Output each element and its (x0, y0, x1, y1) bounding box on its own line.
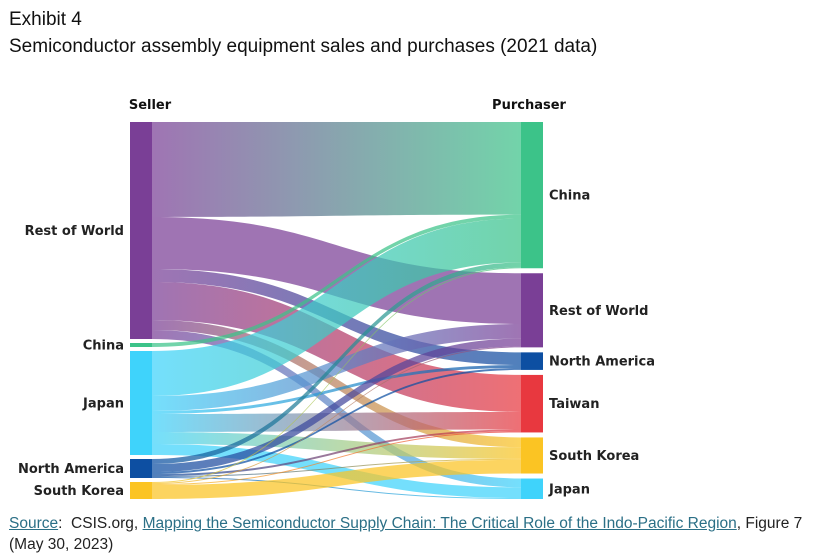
seller-label-south-korea: South Korea (34, 484, 124, 499)
flow-japan-to-china (152, 218, 521, 396)
flow-links (152, 122, 521, 499)
seller-node-china (130, 343, 152, 347)
source-org: CSIS.org, (71, 515, 139, 532)
purchaser-label-japan: Japan (548, 482, 590, 497)
purchaser-node-japan (521, 478, 543, 499)
chart-title: Semiconductor assembly equipment sales a… (9, 36, 598, 57)
purchaser-label-north-america: North America (549, 355, 655, 370)
flow-japan-to-taiwan (152, 411, 521, 432)
flow-china-to-china (152, 214, 521, 347)
flow-rest-of-world-to-china (152, 122, 521, 217)
flow-north-america-to-north-america (152, 367, 521, 474)
flow-north-america-to-taiwan (152, 429, 521, 476)
exhibit-label: Exhibit 4 (9, 9, 82, 30)
flow-rest-of-world-to-south-korea (152, 320, 521, 448)
flow-north-america-to-south-korea (152, 458, 521, 477)
flow-japan-to-rest-of-world (152, 323, 521, 411)
sankey-chart: Rest of World China Japan North America Sout… (18, 98, 655, 499)
source-link[interactable]: Source (9, 515, 59, 532)
report-link[interactable]: Mapping the Semiconductor Supply Chain: … (142, 515, 737, 532)
flow-north-america-to-japan (152, 477, 521, 499)
purchaser-label-rest-of-world: Rest of World (549, 304, 648, 319)
seller-node-japan (130, 351, 152, 455)
purchaser-label-south-korea: South Korea (549, 449, 639, 464)
flow-south-korea-to-rest-of-world (152, 346, 521, 484)
flow-japan-to-north-america (152, 365, 521, 414)
nodes (130, 122, 543, 499)
seller-node-north-america (130, 459, 152, 478)
purchaser-column-header: Purchaser (492, 98, 566, 113)
seller-label-north-america: North America (18, 462, 124, 477)
flow-south-korea-to-taiwan (152, 431, 521, 485)
flow-south-korea-to-china (152, 267, 521, 483)
seller-label-rest-of-world: Rest of World (25, 224, 124, 239)
flow-south-korea-to-south-korea (152, 459, 521, 499)
purchaser-node-south-korea (521, 437, 543, 474)
seller-node-south-korea (130, 482, 152, 499)
purchaser-node-rest-of-world (521, 273, 543, 348)
purchaser-label-china: China (549, 189, 590, 204)
seller-column-header: Seller (129, 98, 172, 113)
seller-label-japan: Japan (82, 397, 124, 412)
purchaser-node-north-america (521, 352, 543, 370)
purchaser-label-taiwan: Taiwan (549, 397, 599, 412)
flow-north-america-to-rest-of-world (152, 338, 521, 472)
seller-label-china: China (83, 339, 124, 354)
seller-node-rest-of-world (130, 122, 152, 339)
node-labels: Rest of World China Japan North America Sout… (18, 98, 655, 499)
source-note: Source: CSIS.org, Mapping the Semiconduc… (9, 515, 803, 553)
flow-north-america-to-china (152, 262, 521, 464)
flow-rest-of-world-to-rest-of-world (152, 217, 521, 324)
purchaser-node-china (521, 122, 543, 269)
purchaser-node-taiwan (521, 374, 543, 433)
source-tail: , Figure 7 (May 30, 2023) (9, 515, 803, 553)
